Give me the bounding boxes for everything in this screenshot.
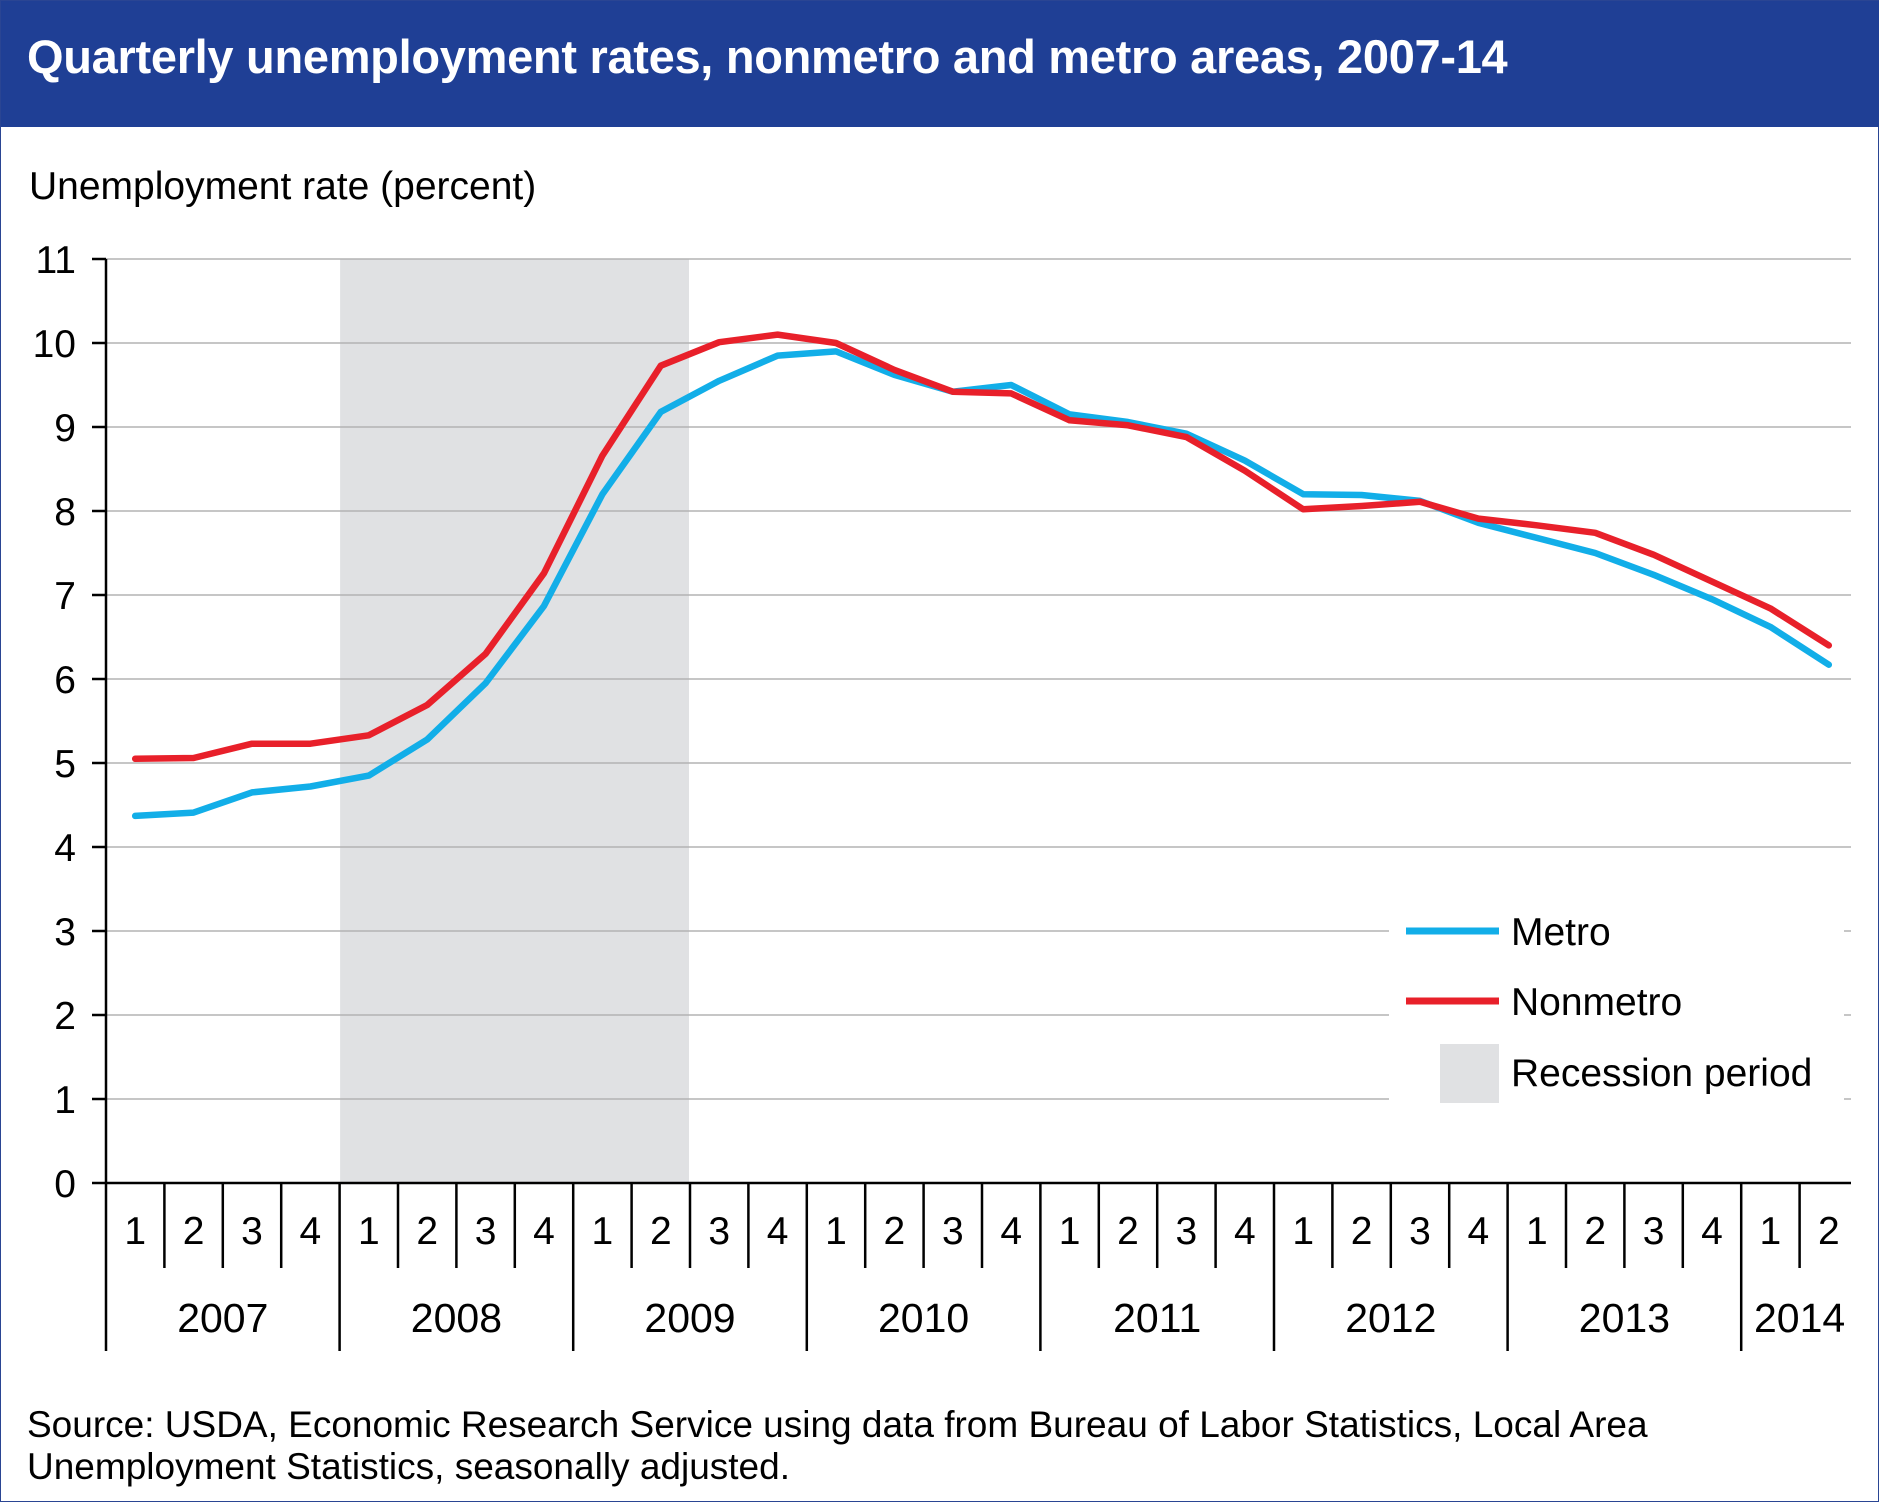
quarter-label: 1 bbox=[124, 1210, 146, 1253]
y-axis-label: Unemployment rate (percent) bbox=[29, 165, 536, 208]
quarter-label: 2 bbox=[416, 1210, 438, 1253]
title-bar: Quarterly unemployment rates, nonmetro a… bbox=[1, 1, 1879, 127]
y-tick-label: 0 bbox=[54, 1163, 76, 1206]
quarter-label: 2 bbox=[1818, 1210, 1840, 1253]
quarter-label: 4 bbox=[533, 1210, 555, 1253]
quarter-label: 4 bbox=[1000, 1210, 1022, 1253]
quarter-label: 3 bbox=[1176, 1210, 1198, 1253]
gridlines bbox=[106, 258, 1851, 1100]
line-chart: Unemployment rate (percent) 012345678910… bbox=[29, 165, 1851, 1351]
axes bbox=[92, 257, 1851, 1351]
series-line-metro bbox=[131, 348, 1833, 820]
year-label: 2012 bbox=[1345, 1295, 1436, 1341]
quarter-label: 3 bbox=[475, 1210, 497, 1253]
series-line-nonmetro bbox=[131, 331, 1833, 763]
quarter-label: 1 bbox=[1292, 1210, 1314, 1253]
y-tick-label: 6 bbox=[54, 659, 76, 702]
quarter-label: 4 bbox=[300, 1210, 322, 1253]
quarter-label: 1 bbox=[1059, 1210, 1081, 1253]
quarter-label: 2 bbox=[884, 1210, 906, 1253]
y-tick-label: 8 bbox=[54, 491, 76, 534]
quarter-label: 3 bbox=[708, 1210, 730, 1253]
quarter-label: 1 bbox=[1526, 1210, 1548, 1253]
year-label: 2013 bbox=[1579, 1295, 1670, 1341]
year-label: 2010 bbox=[878, 1295, 969, 1341]
quarter-label: 3 bbox=[1643, 1210, 1665, 1253]
quarter-label: 2 bbox=[1351, 1210, 1373, 1253]
y-tick-label: 11 bbox=[36, 239, 77, 282]
quarter-label: 1 bbox=[592, 1210, 614, 1253]
quarter-label: 2 bbox=[183, 1210, 205, 1253]
chart-title: Quarterly unemployment rates, nonmetro a… bbox=[27, 30, 1508, 83]
y-tick-label: 1 bbox=[54, 1079, 76, 1122]
y-tick-label: 9 bbox=[54, 407, 76, 450]
quarter-label: 3 bbox=[241, 1210, 263, 1253]
year-label: 2007 bbox=[177, 1295, 268, 1341]
quarter-label: 1 bbox=[358, 1210, 380, 1253]
quarter-label: 1 bbox=[825, 1210, 847, 1253]
quarter-label: 3 bbox=[1409, 1210, 1431, 1253]
quarter-label: 1 bbox=[1760, 1210, 1782, 1253]
source-note: Source: USDA, Economic Research Service … bbox=[27, 1404, 1648, 1487]
quarter-label: 2 bbox=[1584, 1210, 1606, 1253]
legend-label-metro: Metro bbox=[1511, 911, 1611, 954]
y-tick-label: 5 bbox=[54, 743, 76, 786]
y-tick-label: 4 bbox=[54, 827, 76, 870]
y-tick-label: 7 bbox=[54, 575, 76, 618]
quarter-label: 2 bbox=[1117, 1210, 1139, 1253]
quarter-label: 2 bbox=[650, 1210, 672, 1253]
legend: Metro Nonmetro Recession period bbox=[1389, 896, 1844, 1104]
quarter-label: 4 bbox=[1234, 1210, 1256, 1253]
year-label: 2008 bbox=[411, 1295, 502, 1341]
legend-label-recession: Recession period bbox=[1511, 1052, 1812, 1095]
y-tick-label: 10 bbox=[33, 323, 76, 366]
year-label: 2011 bbox=[1113, 1295, 1201, 1341]
legend-label-nonmetro: Nonmetro bbox=[1511, 981, 1682, 1024]
y-tick-labels: 0 1 2 3 4 5 6 7 8 9 10 11 bbox=[33, 239, 76, 1206]
series-lines bbox=[131, 331, 1833, 820]
legend-swatch-recession bbox=[1440, 1044, 1499, 1103]
y-tick-label: 3 bbox=[54, 911, 76, 954]
year-label: 2014 bbox=[1754, 1295, 1845, 1341]
year-label: 2009 bbox=[644, 1295, 735, 1341]
y-tick-label: 2 bbox=[54, 995, 76, 1038]
quarter-label: 4 bbox=[1701, 1210, 1723, 1253]
quarter-label: 4 bbox=[1468, 1210, 1490, 1253]
quarter-label: 3 bbox=[942, 1210, 964, 1253]
quarter-label: 4 bbox=[767, 1210, 789, 1253]
